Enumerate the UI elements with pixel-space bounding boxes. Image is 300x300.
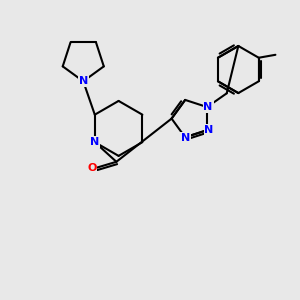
- Text: N: N: [79, 76, 88, 86]
- Text: N: N: [203, 102, 213, 112]
- Text: O: O: [87, 163, 97, 173]
- Text: N: N: [90, 137, 99, 147]
- Text: N: N: [204, 125, 214, 135]
- Text: N: N: [181, 133, 190, 143]
